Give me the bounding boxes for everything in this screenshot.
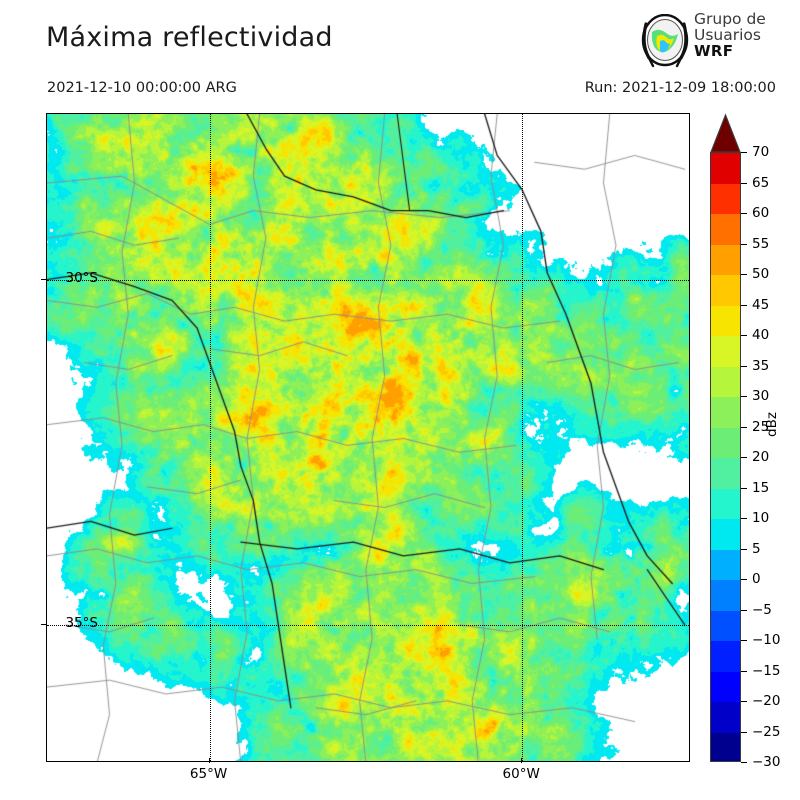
x-axis-tick-label: 65°W bbox=[189, 766, 228, 782]
colorbar-tick-label: −20 bbox=[752, 693, 781, 709]
colorbar-segment bbox=[711, 305, 740, 336]
run-time-label: Run: 2021-12-09 18:00:00 bbox=[584, 80, 776, 96]
colorbar-segment bbox=[711, 366, 740, 397]
gridline-lon-60w bbox=[522, 114, 524, 761]
x-axis-tick-label: 60°W bbox=[502, 766, 540, 782]
colorbar-tick-mark bbox=[741, 609, 747, 611]
colorbar-tick-mark bbox=[741, 731, 747, 733]
colorbar-tick-mark bbox=[741, 670, 747, 672]
colorbar-tick-label: 40 bbox=[752, 327, 770, 343]
colorbar-tick-label: 35 bbox=[752, 357, 770, 374]
y-axis-tick-label: 35°S bbox=[65, 614, 99, 631]
colorbar-tick-mark bbox=[741, 396, 747, 397]
colorbar-tick-label: 5 bbox=[752, 540, 761, 557]
colorbar-segment bbox=[711, 153, 740, 184]
colorbar-tick-mark bbox=[741, 579, 747, 580]
colorbar-title: dBz bbox=[764, 412, 780, 437]
colorbar-tick-mark bbox=[741, 335, 747, 336]
colorbar-tick-mark bbox=[741, 182, 747, 184]
colorbar-tick-label: 55 bbox=[752, 235, 770, 252]
colorbar-tick-mark bbox=[741, 518, 747, 519]
colorbar-tick-mark bbox=[741, 701, 747, 702]
colorbar-segment bbox=[711, 671, 740, 702]
colorbar-tick-label: 10 bbox=[752, 510, 770, 526]
colorbar-tick-mark bbox=[741, 274, 747, 275]
colorbar-tick-label: 15 bbox=[752, 479, 770, 496]
colorbar-segment bbox=[711, 641, 740, 672]
y-axis-tick-label: 30°S bbox=[65, 269, 99, 286]
colorbar-tick-label: 25 bbox=[752, 418, 770, 435]
colorbar-segment bbox=[711, 336, 740, 367]
logo-line-3: WRF bbox=[694, 41, 734, 60]
colorbar-segment bbox=[711, 397, 740, 428]
colorbar-tick-mark bbox=[741, 426, 747, 428]
colorbar-segment bbox=[711, 275, 740, 306]
colorbar[interactable] bbox=[710, 152, 741, 762]
colorbar-tick-label: 30 bbox=[752, 388, 770, 404]
colorbar-tick-mark bbox=[741, 487, 747, 489]
x-axis-tick-mark bbox=[521, 758, 523, 763]
colorbar-tick-label: 50 bbox=[752, 266, 770, 282]
logo-line-2: Usuarios bbox=[694, 25, 761, 44]
colorbar-segment bbox=[711, 488, 740, 519]
colorbar-segment bbox=[711, 183, 740, 214]
colorbar-tick-label: 45 bbox=[752, 296, 770, 313]
colorbar-tick-label: 70 bbox=[752, 144, 770, 160]
wrf-globe-emblem-icon bbox=[641, 14, 689, 68]
colorbar-tick-mark bbox=[741, 548, 747, 550]
colorbar-segment bbox=[711, 214, 740, 245]
map-boundary-lines bbox=[47, 114, 689, 761]
colorbar-segment bbox=[711, 244, 740, 275]
colorbar-tick-mark bbox=[741, 457, 747, 458]
colorbar-tick-label: −25 bbox=[752, 723, 781, 740]
colorbar-tick-label: 20 bbox=[752, 449, 770, 465]
colorbar-tick-mark bbox=[741, 762, 747, 763]
valid-time-label: 2021-12-10 00:00:00 ARG bbox=[47, 80, 237, 96]
colorbar-tick-label: −30 bbox=[752, 754, 781, 770]
colorbar-segment bbox=[711, 732, 740, 761]
y-axis-tick-mark bbox=[41, 278, 46, 280]
colorbar-segment bbox=[711, 519, 740, 550]
colorbar-segment bbox=[711, 702, 740, 733]
y-axis-tick-mark bbox=[41, 623, 46, 625]
colorbar-tick-mark bbox=[741, 640, 747, 641]
colorbar-tick-label: −5 bbox=[752, 601, 772, 618]
colorbar-tick-label: 0 bbox=[752, 571, 761, 587]
colorbar-tick-label: 65 bbox=[752, 174, 770, 191]
colorbar-max-arrow bbox=[710, 113, 741, 153]
colorbar-tick-mark bbox=[741, 213, 747, 214]
colorbar-segment bbox=[711, 549, 740, 580]
colorbar-segment bbox=[711, 458, 740, 489]
colorbar-tick-label: −15 bbox=[752, 662, 781, 679]
x-axis-tick-mark bbox=[208, 758, 210, 763]
wrf-user-group-logo: Grupo de Usuarios WRF bbox=[638, 10, 790, 71]
reflectivity-map[interactable] bbox=[46, 113, 690, 762]
colorbar-segment bbox=[711, 427, 740, 458]
colorbar-tick-mark bbox=[741, 243, 747, 245]
colorbar-tick-label: 60 bbox=[752, 205, 770, 221]
page-title: Máxima reflectividad bbox=[46, 22, 333, 53]
colorbar-segment bbox=[711, 610, 740, 641]
colorbar-segment bbox=[711, 580, 740, 611]
gridline-lon-65w bbox=[209, 114, 211, 761]
colorbar-tick-label: −10 bbox=[752, 632, 781, 648]
logo-line-1: Grupo de bbox=[694, 10, 766, 28]
colorbar-tick-mark bbox=[741, 304, 747, 306]
gridline-lat-35s bbox=[47, 624, 689, 626]
gridline-lat-30s bbox=[47, 279, 689, 281]
colorbar-tick-mark bbox=[741, 152, 747, 153]
colorbar-tick-mark bbox=[741, 365, 747, 367]
